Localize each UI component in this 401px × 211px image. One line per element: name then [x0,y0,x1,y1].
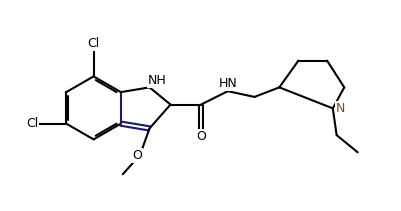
Text: NH: NH [148,74,166,87]
Text: Cl: Cl [26,117,38,130]
Text: HN: HN [219,77,237,90]
Text: Cl: Cl [87,37,100,50]
Text: O: O [196,130,206,143]
Text: N: N [336,102,345,115]
Text: O: O [132,149,142,162]
